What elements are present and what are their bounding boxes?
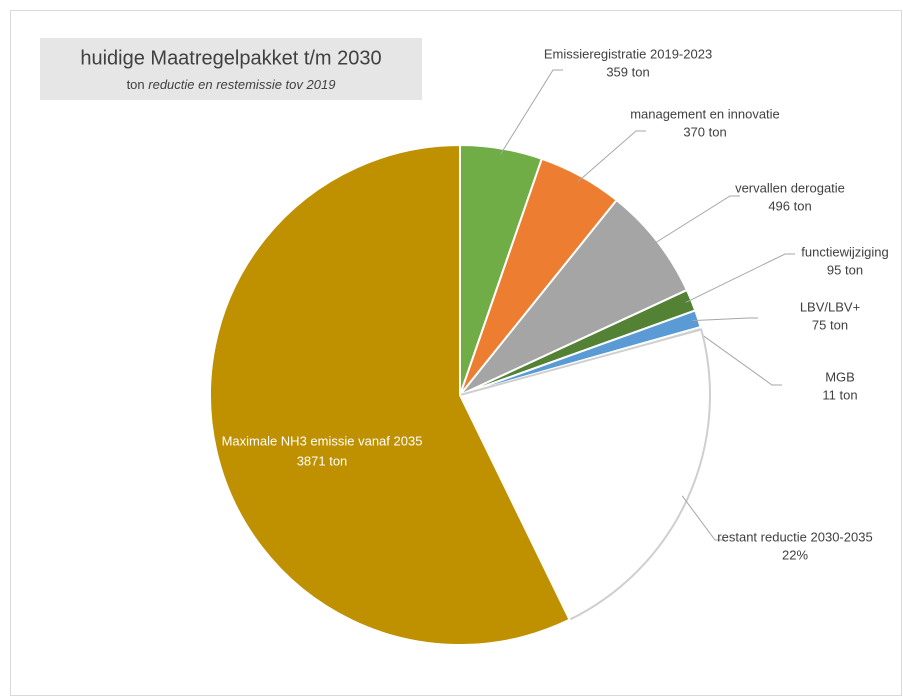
leader-line — [500, 69, 563, 155]
leader-line — [692, 317, 758, 322]
subtitle-unit: ton — [127, 77, 145, 92]
slice-label: management en innovatie — [630, 106, 780, 121]
slice-value-label: 3871 ton — [297, 453, 348, 468]
slice-label: vervallen derogatie — [735, 180, 845, 195]
pie-slice — [458, 328, 711, 622]
slice-value-label: 496 ton — [768, 198, 811, 213]
slice-label: Maximale NH3 emissie vanaf 2035 — [222, 433, 423, 448]
leader-line — [694, 329, 782, 386]
slice-value-label: 95 ton — [827, 262, 863, 277]
slice-label: functiewijziging — [801, 244, 888, 259]
slice-label: Emissieregistratie 2019-2023 — [544, 46, 712, 61]
leader-line — [685, 253, 795, 303]
chart-subtitle: ton reductie en restemissie tov 2019 — [127, 77, 336, 92]
slice-label: restant reductie 2030-2035 — [717, 529, 872, 544]
slice-value-label: 75 ton — [812, 317, 848, 332]
slice-value-label: 359 ton — [606, 64, 649, 79]
leader-line — [651, 195, 740, 246]
slice-value-label: 370 ton — [683, 124, 726, 139]
leader-line — [681, 495, 725, 541]
slice-value-label: 11 ton — [822, 387, 857, 402]
chart-title: huidige Maatregelpakket t/m 2030 — [80, 47, 381, 69]
slice-label: LBV/LBV+ — [800, 299, 860, 314]
subtitle-text: reductie en restemissie tov 2019 — [148, 77, 335, 92]
pie-slice — [209, 143, 571, 646]
slice-label: MGB — [825, 369, 855, 384]
pie-slice — [459, 198, 689, 396]
leader-line — [577, 130, 646, 182]
title-box — [40, 38, 422, 100]
slice-value-label: 22% — [782, 547, 808, 562]
